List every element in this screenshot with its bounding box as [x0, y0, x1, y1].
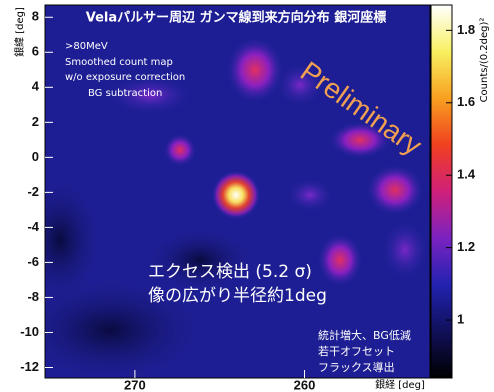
x-tick-label: 260 — [294, 377, 316, 392]
y-tick-label: -4 — [27, 219, 39, 234]
y-tick-label: -8 — [27, 289, 39, 304]
x-tick-label: 270 — [124, 377, 146, 392]
note: Smoothed count map — [65, 57, 173, 68]
colorbar-tick-label: 1.2 — [457, 239, 475, 254]
colorbar-tick-label: 1.8 — [457, 22, 475, 37]
y-axis-label: 銀緯 [deg] — [13, 7, 26, 57]
annotation: 像の広がり半径約1deg — [148, 286, 327, 306]
map — [45, 5, 430, 378]
note: >80MeV — [65, 41, 108, 52]
colorbar: 1 1.2 1.4 1.6 1.8 — [430, 4, 476, 379]
annotation: エクセス検出 (5.2 σ) — [148, 262, 312, 282]
y-tick-label: -6 — [27, 254, 39, 269]
y-tick-label: -12 — [20, 359, 39, 374]
remark: 統計増大、BG低減 — [318, 328, 411, 342]
x-axis-label: 銀経 [deg] — [375, 378, 425, 391]
y-tick-label: 8 — [32, 9, 39, 24]
note: w/o exposure correction — [65, 72, 185, 83]
remark: 若干オフセット — [318, 345, 395, 358]
y-tick-label: -10 — [20, 324, 39, 339]
y-tick-label: 6 — [32, 44, 39, 59]
colorbar-tick-label: 1.6 — [457, 94, 475, 109]
colorbar-tick-label: 1.4 — [457, 167, 476, 182]
colorbar-label: Counts/(0.2deg)² — [479, 18, 490, 103]
colorbar-scale — [430, 4, 453, 379]
y-tick-label: 0 — [32, 149, 39, 164]
plot-frame — [44, 4, 431, 379]
colorbar-tick-label: 1 — [457, 311, 464, 326]
note: BG subtraction — [88, 88, 162, 99]
chart-title: Velaパルサー周辺 ガンマ線到来方向分布 銀河座標 — [86, 10, 386, 26]
y-tick-label: 2 — [32, 114, 39, 129]
remark: フラックス導出 — [318, 360, 395, 374]
y-tick-label: -2 — [27, 184, 39, 199]
y-tick-label: 4 — [32, 79, 40, 94]
